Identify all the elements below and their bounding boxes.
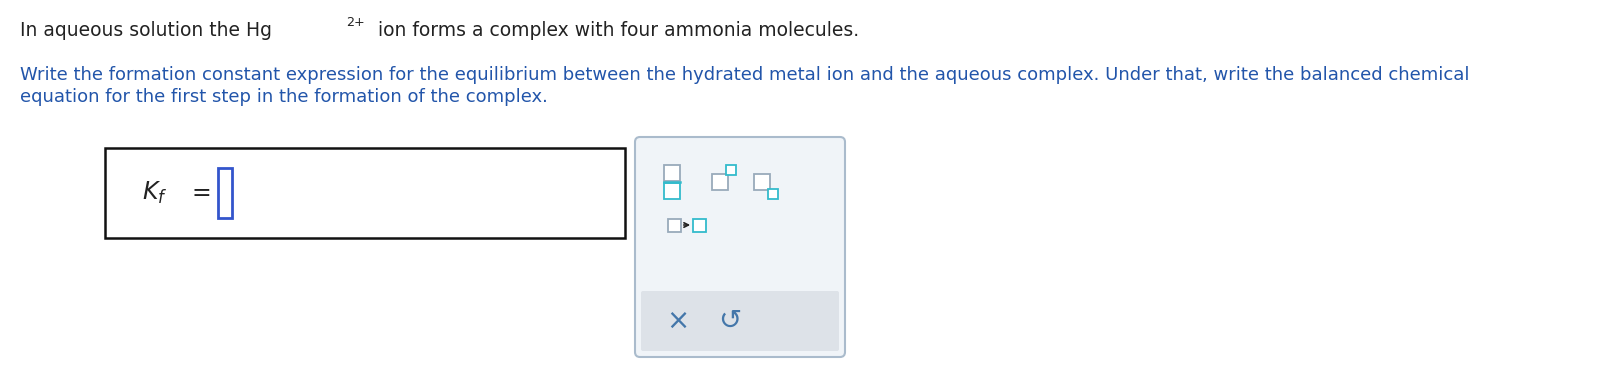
Text: In aqueous solution the Hg: In aqueous solution the Hg <box>19 21 272 39</box>
Bar <box>727 165 736 175</box>
Bar <box>712 174 728 190</box>
Text: equation for the first step in the formation of the complex.: equation for the first step in the forma… <box>19 88 548 106</box>
Bar <box>664 165 680 181</box>
Bar <box>768 189 778 199</box>
FancyBboxPatch shape <box>641 291 839 351</box>
Text: Write the formation constant expression for the equilibrium between the hydrated: Write the formation constant expression … <box>19 66 1469 84</box>
Text: =: = <box>192 181 211 205</box>
Text: ×: × <box>667 307 690 335</box>
Bar <box>754 174 770 190</box>
Text: 2+: 2+ <box>346 15 366 28</box>
Bar <box>693 219 706 232</box>
Text: $K_f$: $K_f$ <box>142 180 168 206</box>
Bar <box>669 219 681 232</box>
Text: ion forms a complex with four ammonia molecules.: ion forms a complex with four ammonia mo… <box>372 21 860 39</box>
Text: ↺: ↺ <box>719 307 741 335</box>
Bar <box>664 183 680 199</box>
Bar <box>217 168 232 218</box>
FancyBboxPatch shape <box>635 137 846 357</box>
Bar <box>105 148 625 238</box>
